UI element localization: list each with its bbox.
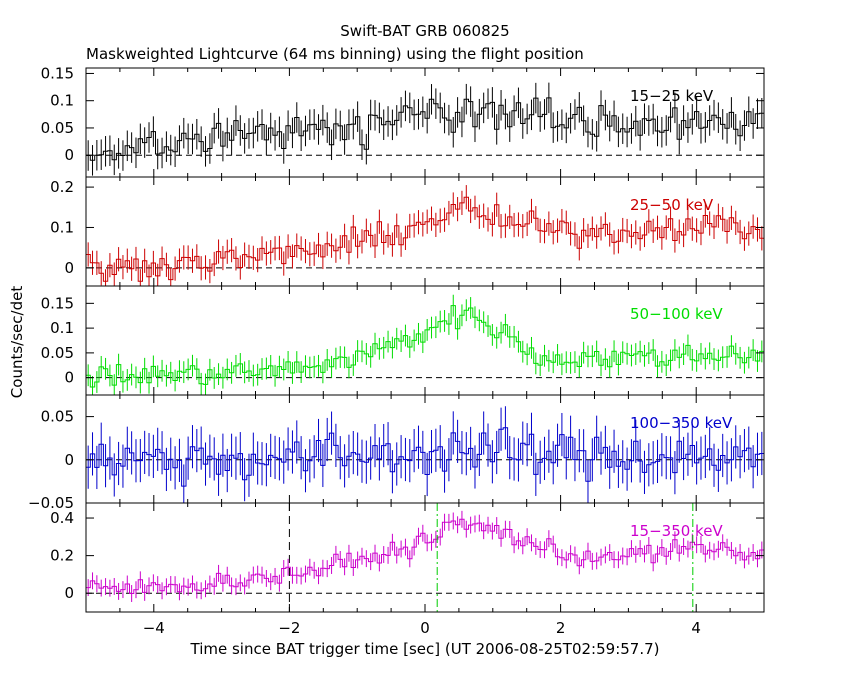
series-line: [86, 97, 764, 161]
chart-subtitle: Maskweighted Lightcurve (64 ms binning) …: [86, 45, 584, 63]
y-tick-label: 0.15: [41, 64, 74, 82]
series-group: [86, 185, 764, 286]
panel-5: 0.4 0.2 0 15−350 keV: [50, 502, 765, 613]
series-group: [86, 510, 764, 602]
x-tick-label: 4: [691, 619, 701, 637]
series-line: [86, 305, 764, 388]
y-tick-label: 0.2: [50, 178, 74, 196]
band-label: 15−25 keV: [630, 87, 714, 105]
y-tick-label: 0: [64, 451, 74, 469]
series-group: [86, 82, 764, 176]
band-label: 50−100 keV: [630, 305, 723, 323]
panel-frame: [85, 502, 765, 613]
x-tick-labels: −4 −2 0 2 4: [143, 619, 701, 637]
y-tick-label: −0.05: [28, 494, 74, 512]
panel-1: 0.15 0.1 0.05 0 15−25 keV: [41, 64, 765, 178]
y-tick-label: 0.1: [50, 92, 74, 110]
y-tick-label: 0.1: [50, 319, 74, 337]
y-tick-label: 0.05: [41, 344, 74, 362]
y-axis-label: Counts/sec/det: [8, 286, 26, 399]
band-label: 100−350 keV: [630, 414, 733, 432]
series-line: [86, 196, 764, 282]
band-label: 25−50 keV: [630, 196, 714, 214]
panel-2: 0.2 0.1 0 25−50 keV: [50, 176, 765, 287]
y-tick-label: 0: [64, 584, 74, 602]
y-tick-label: 0: [64, 146, 74, 164]
series-line: [86, 518, 764, 594]
panels-group: 0.15 0.1 0.05 0 15−25 keV 0.2 0.1 0 25−50 keV 0.1…: [28, 64, 765, 613]
x-tick-label: 0: [420, 619, 430, 637]
series-group: [86, 406, 764, 503]
y-tick-label: 0: [64, 369, 74, 387]
y-tick-label: 0.05: [41, 119, 74, 137]
y-tick-label: 0.4: [50, 509, 74, 527]
y-tick-label: 0.15: [41, 294, 74, 312]
series-group: [86, 294, 764, 395]
series-line: [86, 427, 764, 487]
x-tick-label: −4: [143, 619, 165, 637]
band-label: 15−350 keV: [630, 522, 723, 540]
x-axis-label: Time since BAT trigger time [sec] (UT 20…: [190, 640, 660, 658]
panel-4: 0.05 0 −0.05 100−350 keV: [28, 394, 765, 512]
y-tick-label: 0: [64, 259, 74, 277]
chart-title: Swift-BAT GRB 060825: [340, 22, 509, 40]
y-tick-label: 0.1: [50, 218, 74, 236]
x-tick-label: −2: [278, 619, 300, 637]
x-tick-label: 2: [556, 619, 566, 637]
y-tick-label: 0.05: [41, 408, 74, 426]
panel-3: 0.15 0.1 0.05 0 50−100 keV: [41, 285, 765, 396]
y-tick-label: 0.2: [50, 547, 74, 565]
